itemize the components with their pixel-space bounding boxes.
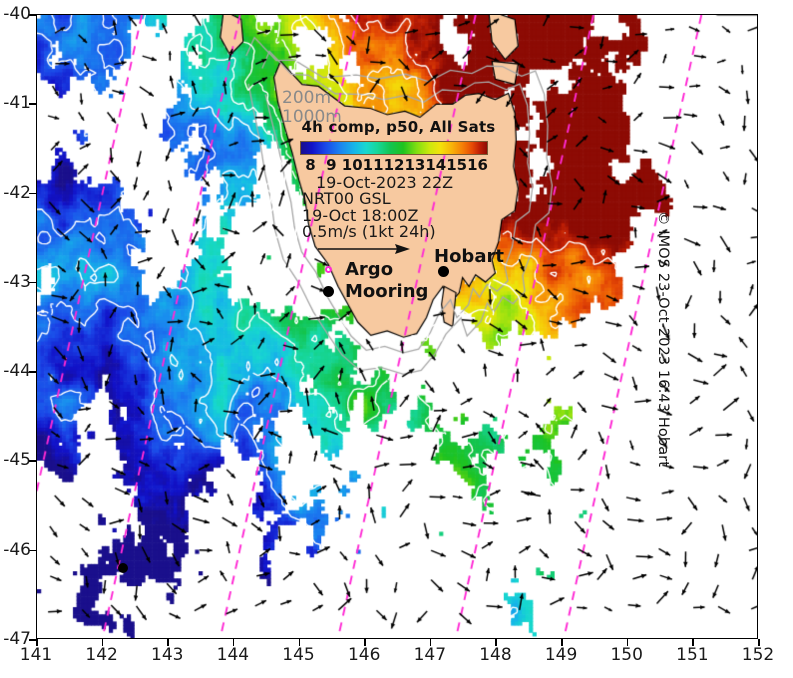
colorbar-tick: 9 <box>326 156 337 174</box>
x-tick <box>758 639 760 646</box>
mooring-label: Mooring <box>345 280 429 302</box>
x-tick <box>561 639 563 646</box>
x-tick-label: 147 <box>413 645 447 665</box>
y-tick <box>29 281 36 284</box>
x-tick <box>364 639 366 646</box>
legend-title: 4h comp, p50, All Sats <box>301 118 496 136</box>
depth-contour-200m-label: 200m <box>282 88 332 108</box>
argo-label: Argo <box>345 258 394 280</box>
x-tick <box>101 639 104 646</box>
depth-contour-1000m-label: 1000m <box>282 107 342 127</box>
hobart-city-label: Hobart <box>434 246 504 267</box>
x-tick-label: 144 <box>216 645 250 665</box>
y-tick-label: -46 <box>3 539 31 560</box>
copyright-notice: © IMOS 23-Oct-2023 16:43 Hobart <box>654 210 671 468</box>
colorbar-tick: 10 <box>341 156 363 174</box>
x-tick-label: 151 <box>676 645 709 665</box>
info-line-product: NRT00 GSL <box>302 189 391 209</box>
y-tick <box>29 103 36 105</box>
x-tick <box>232 639 235 646</box>
map-plot-frame[interactable] <box>36 14 758 639</box>
mooring-icon <box>318 285 338 297</box>
argo-icon <box>318 265 338 273</box>
info-line-current-time: 19-Oct 18:00Z <box>302 205 419 225</box>
colorbar-tick: 13 <box>404 156 426 174</box>
reference-arrow-icon <box>318 244 410 255</box>
x-tick-label: 148 <box>479 645 512 665</box>
legend-row-mooring[interactable]: Mooring <box>318 280 513 302</box>
x-tick-label: 150 <box>610 645 643 665</box>
y-tick-label: -47 <box>3 629 31 649</box>
x-tick <box>36 639 38 646</box>
southwest-mooring-marker[interactable] <box>118 563 128 573</box>
y-tick <box>29 371 36 373</box>
x-tick <box>495 639 497 646</box>
y-tick <box>29 192 36 195</box>
x-tick <box>167 639 169 646</box>
y-tick <box>29 549 36 552</box>
sst-colorbar <box>300 141 488 155</box>
y-tick <box>29 14 36 16</box>
x-tick <box>429 639 432 646</box>
y-tick-label: -40 <box>3 4 31 24</box>
x-tick-label: 149 <box>544 645 578 665</box>
x-tick <box>298 639 301 646</box>
y-tick-label: -43 <box>3 271 31 292</box>
colorbar-tick: 15 <box>446 156 468 174</box>
colorbar-tick: 16 <box>467 156 488 174</box>
y-tick-label: -42 <box>3 182 31 203</box>
y-tick-label: -45 <box>3 450 31 471</box>
y-tick-label: -44 <box>3 361 31 382</box>
map-overlay-canvas <box>37 15 757 638</box>
info-line-timestamp: 19-Oct-2023 22Z <box>316 173 454 192</box>
x-tick-label: 146 <box>347 645 381 665</box>
x-tick <box>626 639 629 646</box>
colorbar-tick: 14 <box>425 156 447 174</box>
hobart-mooring-marker[interactable] <box>438 266 449 277</box>
x-tick-label: 143 <box>151 645 184 665</box>
colorbar-tick: 11 <box>362 156 384 174</box>
colorbar-tick: 8 <box>305 156 316 174</box>
x-tick <box>692 639 694 646</box>
x-tick-label: 141 <box>19 645 53 665</box>
colorbar-tick: 12 <box>383 156 405 174</box>
x-tick-label: 152 <box>741 645 775 665</box>
y-tick <box>29 639 36 641</box>
y-tick-label: -41 <box>3 93 31 114</box>
colorbar-tick-labels: 8 9 10 11 12 13 14 15 16 <box>300 156 488 175</box>
legend-row-argo[interactable]: Argo <box>318 258 513 280</box>
y-tick <box>29 460 36 462</box>
x-tick-label: 145 <box>282 645 315 665</box>
info-line-vector-scale: 0.5m/s (1kt 24h) <box>302 221 436 241</box>
legend-panel: 4h comp, p50, All Sats 8 9 10 11 12 13 14 15 16 … <box>268 118 513 302</box>
x-tick-label: 142 <box>85 645 118 665</box>
